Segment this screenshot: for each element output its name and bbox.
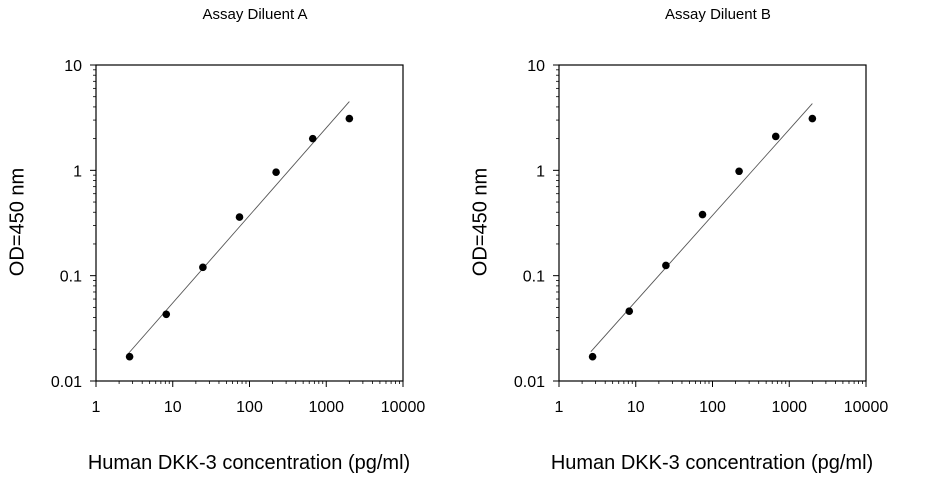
y-tick-label: 1	[536, 163, 545, 180]
fit-line	[590, 103, 813, 352]
data-point	[808, 114, 817, 123]
data-point	[272, 168, 280, 177]
y-tick-label: 0.01	[51, 374, 82, 391]
data-point	[771, 132, 780, 141]
y-tick-label: 0.01	[514, 374, 545, 391]
x-axis-label: Human DKK-3 concentration (pg/ml)	[550, 452, 874, 474]
x-tick-label: 1	[92, 399, 101, 416]
x-tick-label: 100	[699, 399, 726, 416]
plot-frame	[558, 64, 867, 382]
x-tick-label: 1	[555, 399, 564, 416]
y-axis-label: OD=450 nm	[6, 167, 29, 277]
x-axis-label: Human DKK-3 concentration (pg/ml)	[87, 452, 411, 474]
data-point	[588, 352, 597, 361]
y-tick-label: 0.1	[60, 269, 82, 286]
data-point	[345, 114, 354, 123]
x-tick-label: 1000	[771, 399, 807, 416]
x-tick-label: 10000	[381, 399, 426, 416]
y-tick-label: 10	[527, 58, 545, 75]
data-point	[698, 210, 707, 219]
chart-panel-right: Assay Diluent B 1 10 100 1000 10000 0.01 0.1 1 1…	[463, 0, 926, 480]
chart-panel-left: Assay Diluent A 1 10 100 1000 10000 0.01 0.1 1 1…	[6, 6, 426, 474]
y-tick-label: 0.1	[523, 269, 545, 286]
data-point	[308, 134, 317, 143]
x-tick-label: 10	[627, 399, 645, 416]
y-tick-label: 1	[73, 163, 82, 180]
y-tick-label: 10	[64, 58, 82, 75]
data-point	[199, 263, 207, 272]
data-point	[235, 213, 244, 221]
x-tick-label: 100	[236, 399, 263, 416]
plot-frame	[95, 64, 404, 382]
data-point	[625, 307, 634, 315]
x-tick-label: 1000	[308, 399, 344, 416]
data-point	[125, 352, 134, 361]
plot-area: 1 10 100 1000 10000 0.01 0.1 1 10	[514, 58, 889, 416]
chart-title: Assay Diluent A	[202, 6, 308, 23]
data-point	[735, 167, 743, 176]
x-tick-label: 10	[164, 399, 182, 416]
x-tick-label: 10000	[844, 399, 889, 416]
y-axis-label: OD=450 nm	[469, 167, 492, 277]
plot-area: 1 10 100 1000 10000 0.01 0.1 1 10	[51, 58, 426, 416]
data-point	[162, 310, 171, 319]
chart-title: Assay Diluent B	[665, 6, 771, 23]
data-point	[662, 261, 670, 270]
